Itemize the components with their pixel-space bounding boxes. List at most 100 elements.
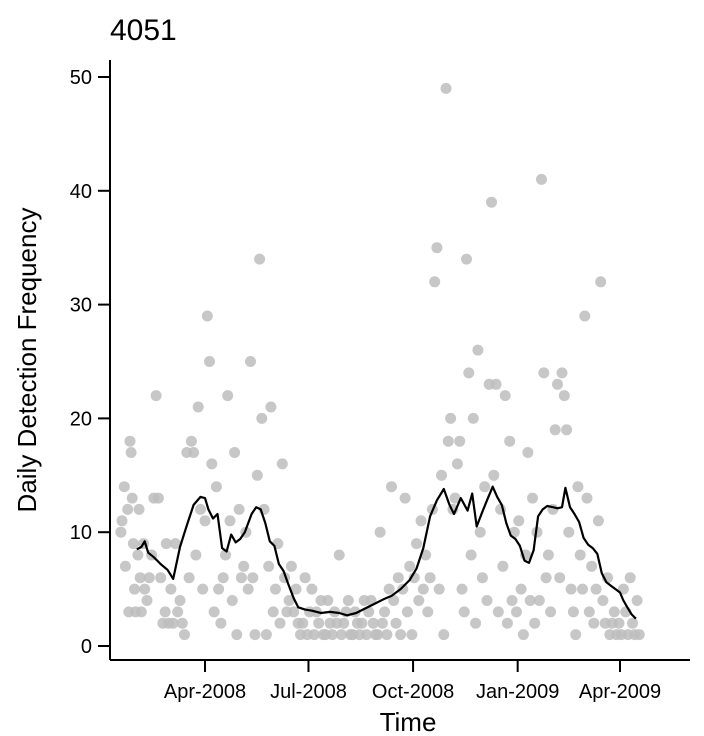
data-point: [565, 583, 577, 595]
data-point: [504, 435, 516, 447]
data-point: [488, 469, 500, 481]
data-point: [338, 617, 350, 629]
data-point: [554, 572, 566, 584]
data-point: [388, 595, 400, 606]
data-point: [627, 617, 638, 629]
data-point: [169, 538, 181, 550]
data-point: [192, 401, 204, 413]
data-point: [522, 447, 534, 458]
data-point: [124, 435, 136, 447]
data-point: [155, 572, 167, 584]
data-point: [283, 595, 295, 606]
data-point: [374, 526, 386, 538]
data-point: [438, 629, 450, 641]
data-point: [613, 617, 625, 629]
x-tick-label: Jan-2009: [476, 681, 559, 703]
data-point: [215, 617, 227, 629]
y-tick-label: 20: [70, 408, 92, 430]
data-point: [542, 549, 554, 561]
data-point: [256, 412, 268, 424]
data-point: [263, 560, 275, 572]
data-point: [356, 617, 368, 629]
data-point: [224, 515, 236, 527]
data-point: [563, 526, 575, 538]
data-point: [129, 583, 140, 595]
data-point: [581, 492, 593, 504]
data-point: [188, 447, 200, 458]
data-point: [472, 344, 484, 356]
data-point: [133, 503, 145, 515]
data-point: [217, 572, 229, 584]
data-point: [376, 617, 388, 629]
data-point: [213, 583, 225, 595]
data-point: [238, 560, 250, 572]
data-point: [226, 595, 238, 606]
data-point: [165, 583, 177, 595]
data-point: [577, 583, 588, 595]
data-point: [206, 458, 218, 470]
data-point: [204, 356, 215, 367]
data-point: [579, 310, 591, 322]
data-point: [401, 606, 413, 618]
data-point: [201, 310, 213, 322]
data-point: [190, 549, 202, 561]
data-point: [572, 481, 584, 493]
data-point: [586, 560, 598, 572]
data-point: [143, 572, 155, 584]
data-point: [465, 549, 477, 561]
data-point: [125, 447, 137, 458]
data-point: [290, 583, 302, 595]
data-point: [456, 583, 468, 595]
data-point: [424, 572, 436, 584]
data-point: [288, 606, 300, 618]
data-point: [445, 412, 457, 424]
data-point: [229, 447, 241, 458]
data-point: [474, 526, 486, 538]
data-point: [208, 606, 220, 618]
data-point: [383, 583, 395, 595]
data-point: [540, 572, 552, 584]
data-point: [481, 595, 493, 606]
data-point: [299, 572, 311, 584]
data-point: [174, 595, 186, 606]
x-tick-label: Apr-2009: [579, 681, 661, 703]
x-tick-label: Apr-2008: [164, 681, 246, 703]
data-point: [254, 253, 266, 265]
data-point: [595, 276, 607, 288]
data-point: [517, 629, 529, 641]
data-point: [135, 606, 147, 618]
data-point: [115, 526, 127, 538]
data-point: [533, 595, 545, 606]
data-point: [433, 583, 445, 595]
data-point: [176, 617, 188, 629]
data-point: [210, 481, 222, 493]
data-point: [454, 435, 466, 447]
data-point: [335, 629, 347, 641]
data-point: [116, 515, 128, 527]
data-point: [197, 583, 209, 595]
data-point: [536, 173, 547, 185]
data-point: [431, 242, 443, 254]
data-point: [308, 629, 320, 641]
data-point: [513, 515, 525, 527]
data-point: [486, 196, 497, 208]
data-point: [458, 606, 470, 618]
data-point: [159, 606, 171, 618]
data-point: [397, 583, 409, 595]
data-point: [333, 549, 345, 561]
chart-title: 4051: [110, 14, 177, 47]
data-point: [492, 606, 504, 618]
x-tick-label: Jul-2008: [270, 681, 347, 703]
data-point: [285, 560, 297, 572]
data-point: [467, 412, 479, 424]
x-axis-title: Time: [380, 707, 437, 736]
data-point: [490, 378, 502, 390]
data-point: [179, 629, 190, 641]
data-point: [399, 492, 411, 504]
y-tick-label: 0: [81, 636, 92, 658]
data-point: [442, 435, 454, 447]
data-point: [342, 595, 354, 606]
data-point: [552, 378, 563, 390]
data-point: [406, 629, 418, 641]
data-point: [436, 469, 447, 481]
